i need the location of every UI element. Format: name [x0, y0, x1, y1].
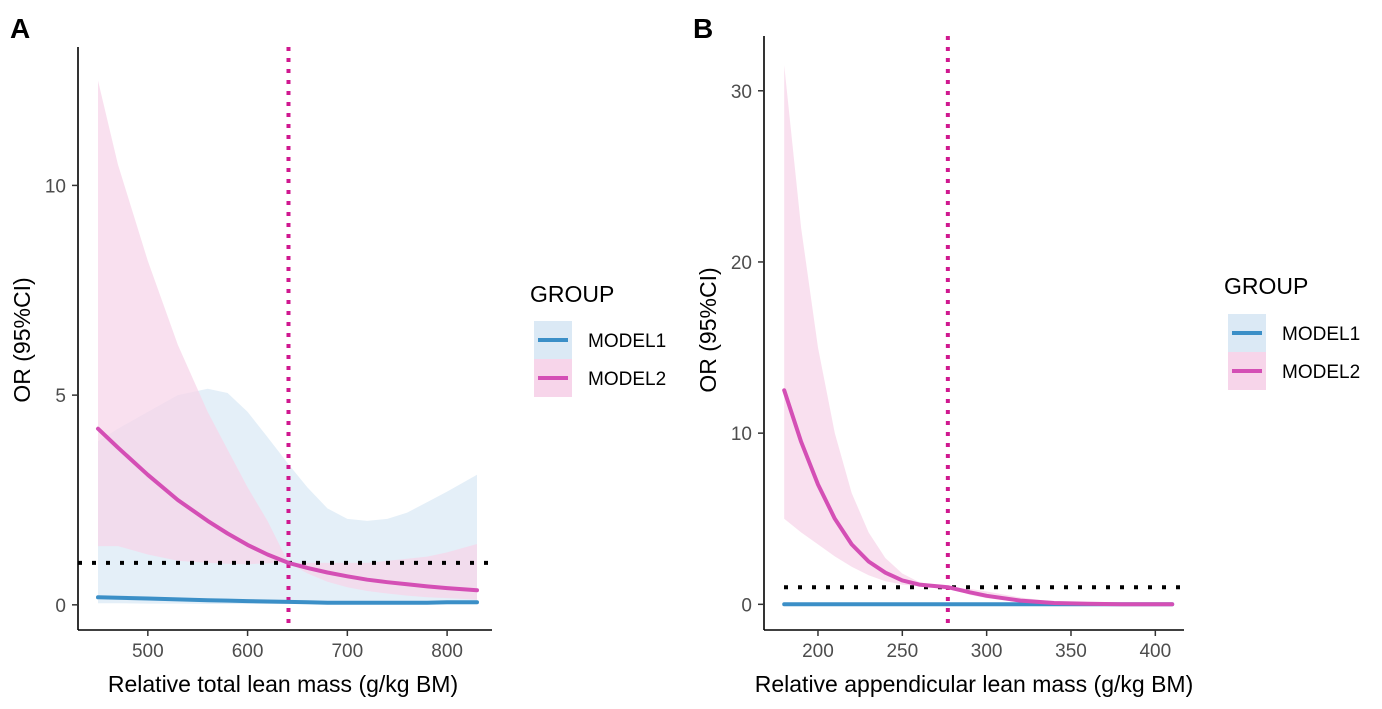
panel-a-legend-title: GROUP: [530, 281, 614, 307]
legend-label-model2: MODEL2: [588, 369, 666, 390]
panel-a-ci-band-model2: [98, 80, 477, 600]
panel-a-x-tick-label: 600: [232, 641, 264, 662]
panel-a-y-tick-label: 5: [55, 386, 66, 407]
panel-a-y-tick-label: 10: [45, 176, 66, 197]
panel-b-x-tick-label: 250: [886, 641, 918, 662]
panel-a-x-axis-title: Relative total lean mass (g/kg BM): [108, 671, 458, 697]
panel-a-series-line-model2: [96, 426, 479, 593]
legend-item-model1: MODEL1: [534, 321, 666, 359]
panel-a-y-axis-title: OR (95%CI): [9, 277, 35, 402]
legend-label-model1: MODEL1: [1282, 324, 1360, 345]
panel-a-ticks: 500 600 700 800 0 5 10: [45, 176, 463, 662]
panel-b-x-tick-label: 350: [1055, 641, 1087, 662]
panel-b-y-tick-label: 10: [731, 424, 752, 445]
panel-b-series-line-model2: [782, 388, 1175, 607]
panel-b-x-tick-label: 300: [971, 641, 1003, 662]
legend-item-model2: MODEL2: [1228, 352, 1360, 390]
panel-a: A 500 600 700 800 0 5 10 Relative total lean m…: [9, 13, 666, 697]
panel-b-plot-area: [782, 36, 1180, 630]
panel-b-x-tick-label: 200: [802, 641, 834, 662]
panel-b-ticks: 200 250 300 350 400 0 10 20 30: [731, 82, 1171, 662]
panel-b-legend-title: GROUP: [1224, 273, 1308, 299]
panel-b-y-tick-label: 20: [731, 253, 752, 274]
panel-a-y-tick-label: 0: [55, 596, 66, 617]
panel-b-ci-band-model2: [784, 65, 1173, 605]
panel-b-legend: GROUP MODEL1 MODEL2: [1224, 273, 1360, 390]
panel-label-b: B: [693, 13, 713, 44]
panel-b-y-tick-label: 0: [741, 595, 752, 616]
legend-item-model2: MODEL2: [534, 359, 666, 397]
panel-a-x-tick-label: 700: [331, 641, 363, 662]
panel-b-x-axis-title: Relative appendicular lean mass (g/kg BM…: [755, 671, 1193, 697]
legend-item-model1: MODEL1: [1228, 314, 1360, 352]
panel-a-x-tick-label: 500: [132, 641, 164, 662]
panel-b-x-tick-label: 400: [1139, 641, 1171, 662]
panel-a-series-line-model1: [96, 595, 479, 605]
panel-b-y-tick-label: 30: [731, 82, 752, 103]
panel-a-x-tick-label: 800: [431, 641, 463, 662]
panel-label-a: A: [10, 13, 30, 44]
legend-label-model2: MODEL2: [1282, 362, 1360, 383]
panel-a-legend: GROUP MODEL1 MODEL2: [530, 281, 666, 397]
panel-b: B 200 250 300 350 400 0 10 20 30 Relative append…: [693, 13, 1360, 697]
panel-a-plot-area: [78, 47, 492, 630]
panel-b-y-axis-title: OR (95%CI): [695, 267, 721, 392]
legend-label-model1: MODEL1: [588, 331, 666, 352]
